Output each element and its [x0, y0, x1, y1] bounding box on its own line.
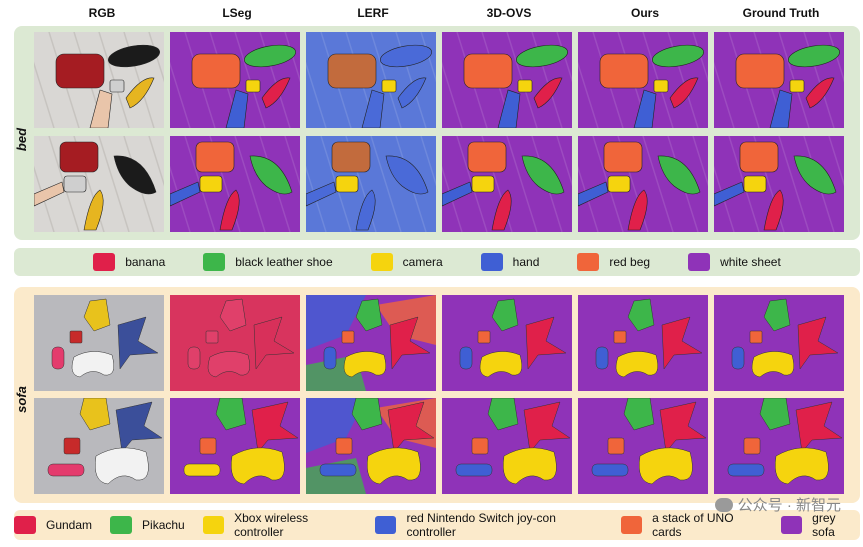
- legend-label: hand: [512, 255, 540, 269]
- legend-swatch: [688, 253, 711, 271]
- legend-item: camera: [370, 253, 443, 271]
- tile-sofa-view1-ours: [578, 295, 708, 391]
- tile-bed-view1-lerf: [306, 32, 436, 128]
- legend-item: Pikachu: [110, 516, 185, 534]
- legend-label: red Nintendo Switch joy-con controller: [406, 511, 556, 539]
- column-header-lseg: LSeg: [222, 6, 252, 20]
- sofa-legend: Gundam Pikachu Xbox wireless controller …: [14, 510, 860, 540]
- legend-item: Xbox wireless controller: [202, 511, 357, 539]
- watermark: 公众号 · 新智元: [714, 494, 841, 515]
- legend-item: hand: [480, 253, 540, 271]
- tile-sofa-view2-ground-truth: [714, 398, 844, 494]
- tile-bed-view2-lseg: [170, 136, 300, 232]
- tile-sofa-view1-rgb: [34, 295, 164, 391]
- scene-label-sofa: sofa: [13, 386, 29, 413]
- tile-sofa-view1-3dovs: [442, 295, 572, 391]
- tile-sofa-view1-lseg: [170, 295, 300, 391]
- tile-bed-view2-rgb: [34, 136, 164, 232]
- tile-sofa-view2-3dovs: [442, 398, 572, 494]
- column-header-lerf: LERF: [357, 6, 389, 20]
- legend-swatch: [110, 516, 133, 534]
- legend-item: red Nintendo Switch joy-con controller: [375, 511, 603, 539]
- legend-label: grey sofa: [812, 511, 836, 539]
- tile-sofa-view2-lerf: [306, 398, 436, 494]
- legend-label: red beg: [609, 255, 651, 269]
- tile-bed-view1-lseg: [170, 32, 300, 128]
- legend-swatch: [93, 253, 116, 271]
- legend-label: camera: [402, 255, 443, 269]
- tile-bed-view2-ours: [578, 136, 708, 232]
- tile-bed-view1-3dovs: [442, 32, 572, 128]
- legend-swatch: [480, 253, 503, 271]
- column-header-rgb: RGB: [88, 6, 116, 20]
- legend-swatch: [375, 516, 397, 534]
- tile-sofa-view2-ours: [578, 398, 708, 494]
- tile-sofa-view1-lerf: [306, 295, 436, 391]
- legend-item: grey sofa: [780, 511, 860, 539]
- legend-swatch: [780, 516, 803, 534]
- legend-item: black leather shoe: [203, 253, 333, 271]
- legend-item: red beg: [577, 253, 650, 271]
- tile-sofa-view2-lseg: [170, 398, 300, 494]
- legend-label: a stack of UNO cards: [652, 511, 734, 539]
- legend-swatch: [370, 253, 393, 271]
- column-header-ours: Ours: [630, 6, 659, 20]
- legend-swatch: [203, 253, 226, 271]
- column-header-3dovs: 3D-OVS: [486, 6, 532, 20]
- tile-bed-view2-3dovs: [442, 136, 572, 232]
- legend-item: a stack of UNO cards: [620, 511, 763, 539]
- tile-sofa-view2-rgb: [34, 398, 164, 494]
- legend-label: banana: [125, 255, 166, 269]
- tile-sofa-view1-ground-truth: [714, 295, 844, 391]
- legend-label: Gundam: [46, 518, 93, 532]
- tile-bed-view1-ours: [578, 32, 708, 128]
- legend-swatch: [202, 516, 225, 534]
- wechat-icon: [714, 497, 733, 512]
- scene-label-bed: bed: [14, 127, 30, 152]
- legend-swatch: [620, 516, 643, 534]
- column-header-ground-truth: Ground Truth: [742, 6, 820, 20]
- tile-bed-view2-lerf: [306, 136, 436, 232]
- legend-item: Gundam: [14, 516, 92, 534]
- legend-item: white sheet: [688, 253, 781, 271]
- legend-label: Xbox wireless controller: [234, 511, 309, 539]
- tile-bed-view2-ground-truth: [714, 136, 844, 232]
- legend-label: black leather shoe: [235, 255, 333, 269]
- legend-swatch: [14, 516, 36, 534]
- tile-bed-view1-ground-truth: [714, 32, 844, 128]
- legend-item: banana: [93, 253, 165, 271]
- watermark-text: 公众号 · 新智元: [737, 497, 841, 514]
- legend-swatch: [577, 253, 600, 271]
- legend-label: Pikachu: [142, 518, 185, 532]
- bed-legend: banana black leather shoe camera hand re…: [14, 248, 860, 276]
- tile-bed-view1-rgb: [34, 32, 164, 128]
- legend-label: white sheet: [720, 255, 781, 269]
